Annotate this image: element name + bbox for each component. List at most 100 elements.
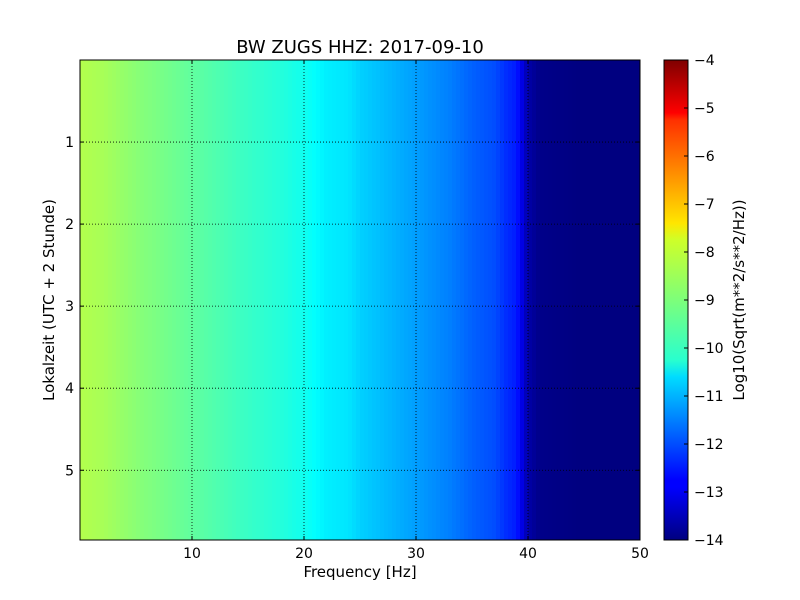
heatmap-column [160, 60, 165, 540]
heatmap-column [452, 60, 457, 540]
heatmap-column [216, 60, 221, 540]
heatmap-column [500, 60, 505, 540]
heatmap-column [140, 60, 145, 540]
heatmap-column [212, 60, 217, 540]
heatmap-column [444, 60, 449, 540]
heatmap-column [236, 60, 241, 540]
heatmap-column [472, 60, 477, 540]
heatmap-column [396, 60, 401, 540]
colorbar: −4 −5 −6 −7 −8 −9 −10 −11 −12 −13 −14 [663, 53, 724, 549]
heatmap-column [100, 60, 105, 540]
heatmap-column [144, 60, 149, 540]
heatmap-column [420, 60, 425, 540]
heatmap-column [124, 60, 129, 540]
heatmap-column [400, 60, 405, 540]
heatmap-column [128, 60, 133, 540]
heatmap-column [108, 60, 113, 540]
heatmap-column [296, 60, 301, 540]
heatmap-column [360, 60, 365, 540]
heatmap-column [600, 60, 605, 540]
heatmap-column [536, 60, 541, 540]
heatmap-column [384, 60, 389, 540]
heatmap-column [316, 60, 321, 540]
heatmap-column [376, 60, 381, 540]
heatmap-column [180, 60, 185, 540]
heatmap-column [432, 60, 437, 540]
heatmap-column [136, 60, 141, 540]
y-tick-label: 2 [65, 217, 74, 233]
heatmap-column [80, 60, 85, 540]
heatmap-column [164, 60, 169, 540]
heatmap-column [488, 60, 493, 540]
heatmap-column [512, 60, 517, 540]
heatmap-column [592, 60, 597, 540]
heatmap-column [632, 60, 637, 540]
heatmap-column [308, 60, 313, 540]
colorbar-tick-label: −10 [694, 341, 724, 357]
heatmap-column [292, 60, 297, 540]
colorbar-tick-label: −7 [694, 197, 715, 213]
y-tick-label: 1 [65, 135, 74, 151]
heatmap-column [248, 60, 253, 540]
heatmap-column [608, 60, 613, 540]
heatmap-column [332, 60, 337, 540]
heatmap-column [456, 60, 461, 540]
heatmap-column [584, 60, 589, 540]
x-tick-label: 30 [407, 546, 425, 562]
heatmap-column [560, 60, 565, 540]
heatmap-column [188, 60, 193, 540]
colorbar-tick-label: −13 [694, 485, 724, 501]
heatmap-column [176, 60, 181, 540]
heatmap-column [532, 60, 537, 540]
heatmap-column [436, 60, 441, 540]
heatmap-column [112, 60, 117, 540]
heatmap-column [220, 60, 225, 540]
heatmap-column [636, 60, 640, 540]
heatmap-column [388, 60, 393, 540]
heatmap-column [232, 60, 237, 540]
heatmap-column [568, 60, 573, 540]
colorbar-tick-label: −12 [694, 437, 724, 453]
heatmap-column [344, 60, 349, 540]
y-tick-label: 3 [65, 299, 74, 315]
heatmap-column [588, 60, 593, 540]
heatmap-column [460, 60, 465, 540]
y-tick-label: 5 [65, 463, 74, 479]
heatmap-column [352, 60, 357, 540]
colorbar-tick-label: −9 [694, 293, 715, 309]
heatmap-column [556, 60, 561, 540]
heatmap-column [544, 60, 549, 540]
heatmap-column [356, 60, 361, 540]
heatmap-column [564, 60, 569, 540]
heatmap-column [540, 60, 545, 540]
heatmap-column [280, 60, 285, 540]
heatmap-column [520, 60, 525, 540]
heatmap-column [580, 60, 585, 540]
heatmap-column [304, 60, 309, 540]
heatmap-column [88, 60, 93, 540]
heatmap-column [464, 60, 469, 540]
heatmap-column [320, 60, 325, 540]
heatmap-column [624, 60, 629, 540]
heatmap-column [576, 60, 581, 540]
heatmap-column [484, 60, 489, 540]
x-tick-label: 40 [519, 546, 537, 562]
heatmap-column [268, 60, 273, 540]
x-axis-ticks: 10 20 30 40 50 [183, 60, 649, 562]
x-axis-label: Frequency [Hz] [303, 563, 416, 581]
colorbar-label: Log10(Sqrt(m**2/s**2/Hz)) [730, 199, 748, 400]
heatmap-column [276, 60, 281, 540]
colorbar-tick-label: −8 [694, 245, 715, 261]
y-axis-label: Lokalzeit (UTC + 2 Stunde) [40, 199, 58, 401]
heatmap-column [240, 60, 245, 540]
heatmap-column [324, 60, 329, 540]
heatmap-column [284, 60, 289, 540]
heatmap-column [552, 60, 557, 540]
heatmap-column [256, 60, 261, 540]
heatmap-column [616, 60, 621, 540]
y-axis-ticks: 1 2 3 4 5 [65, 135, 640, 479]
heatmap-column [84, 60, 89, 540]
heatmap-column [252, 60, 257, 540]
heatmap-column [480, 60, 485, 540]
heatmap-column [524, 60, 529, 540]
